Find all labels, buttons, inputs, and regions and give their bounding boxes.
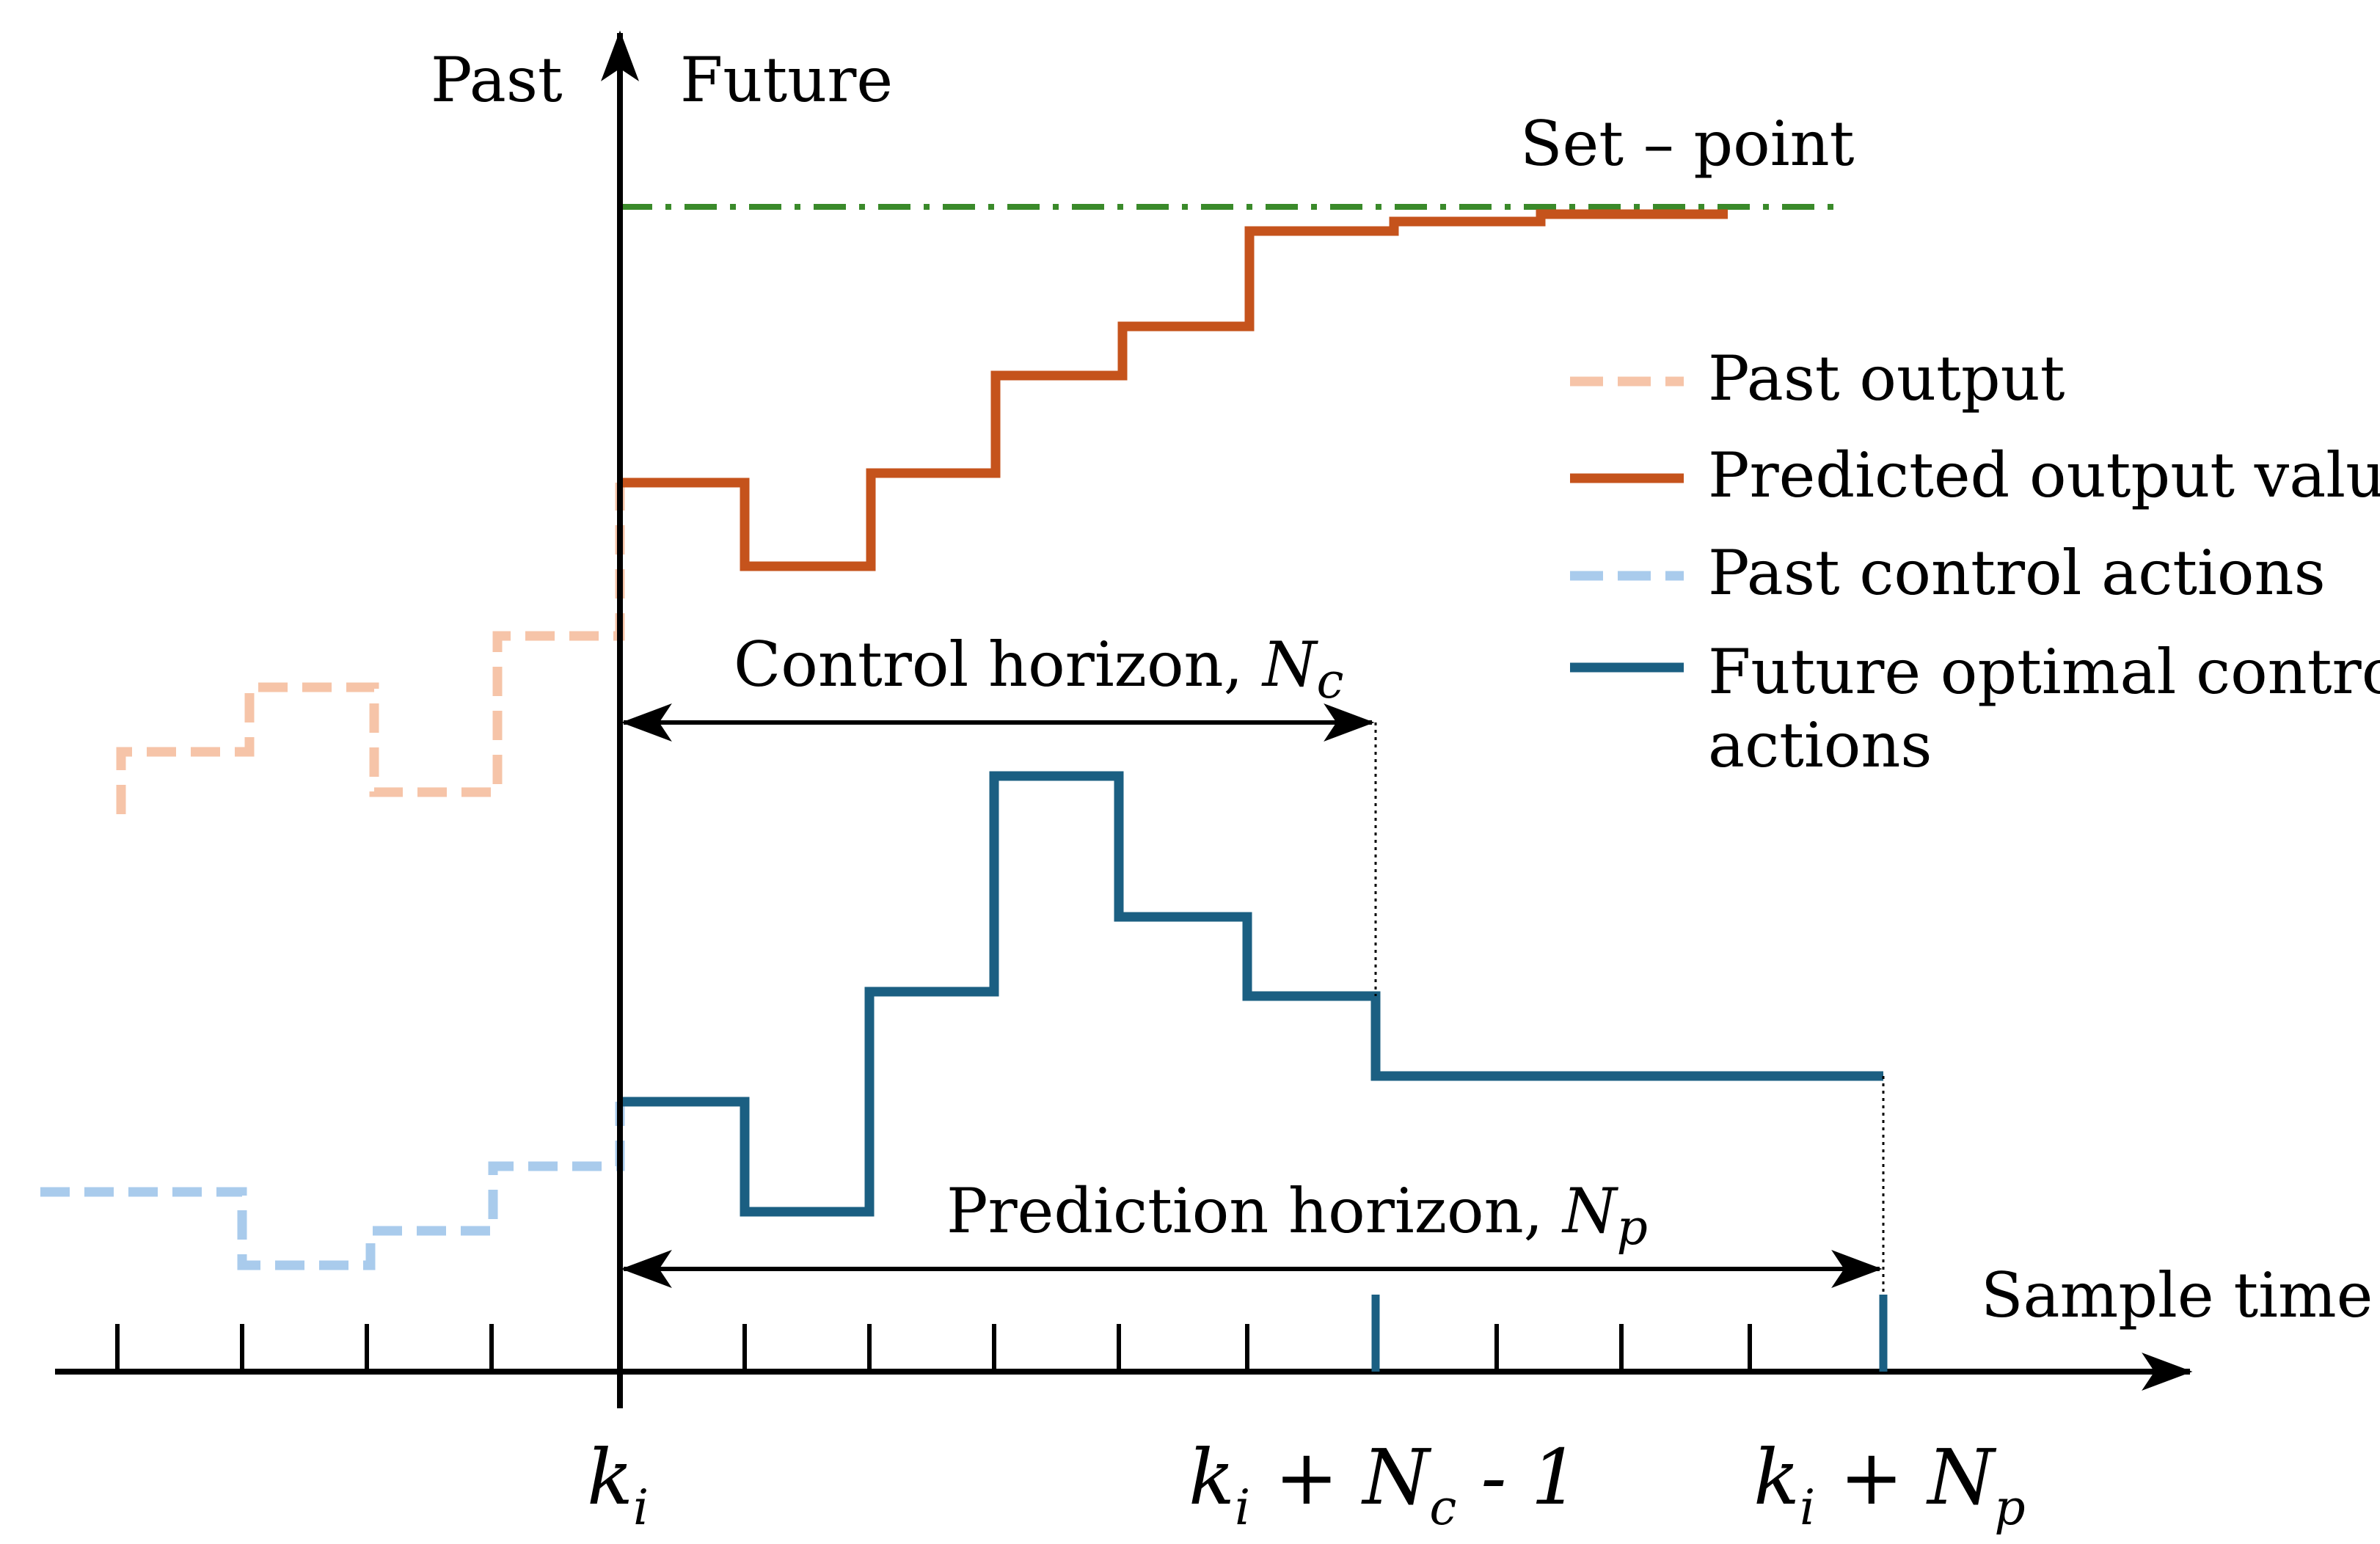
prediction-horizon-text: Prediction horizon, [946, 1175, 1563, 1247]
tick-np-sub2: p [1994, 1479, 2025, 1536]
control-horizon-sub: c [1317, 653, 1344, 709]
tick-nc-sub: i [1235, 1479, 1250, 1536]
past-label: Past [431, 44, 563, 116]
legend-label-future-control: Future optimal control [1708, 636, 2380, 708]
tick-nc-var: k [1189, 1433, 1235, 1522]
tick-ki-sub: i [633, 1479, 649, 1536]
tick-label-nc: ki + Nc - 1 [1189, 1433, 1580, 1536]
prediction-horizon-sub: p [1617, 1199, 1648, 1256]
tick-nc-tail: - 1 [1456, 1433, 1579, 1522]
control-horizon-var: N [1261, 629, 1318, 700]
tick-label-np: ki + Np [1753, 1433, 2026, 1536]
tick-np-var2: N [1925, 1433, 1996, 1522]
sample-time-text: Sample time [1981, 1259, 2380, 1331]
tick-np-var: k [1753, 1433, 1800, 1522]
legend-label-past-control: Past control actions [1708, 537, 2326, 609]
tick-nc-sub2: c [1429, 1479, 1456, 1536]
tick-nc-var2: N [1360, 1433, 1431, 1522]
prediction-horizon-var: N [1561, 1175, 1618, 1247]
setpoint-label: Set – point [1520, 108, 1855, 180]
future-label: Future [680, 44, 893, 116]
legend-label-past-output: Past output [1708, 343, 2065, 414]
future-control-line [620, 771, 1883, 1217]
legend-label-predicted-output: Predicted output values [1708, 439, 2380, 511]
tick-np-sub: i [1800, 1479, 1815, 1536]
legend: Past output Predicted output values Past… [1570, 343, 2380, 781]
sample-time-label: Sample time k [1981, 1259, 2380, 1331]
legend-label-future-control-line2: actions [1708, 709, 1932, 781]
tick-nc-mid: + [1250, 1433, 1362, 1522]
tick-label-ki: ki [587, 1433, 649, 1536]
predicted-output-line [620, 209, 1728, 571]
prediction-horizon-label: Prediction horizon, Np [946, 1175, 1648, 1256]
control-horizon-text: Control horizon, [734, 629, 1263, 700]
past-control-line [40, 1102, 625, 1270]
tick-ki-var: k [587, 1433, 633, 1522]
control-horizon-label: Control horizon, Nc [734, 629, 1343, 709]
past-output-line [116, 483, 625, 814]
tick-np-mid: + [1815, 1433, 1927, 1522]
axis-ticks [115, 1324, 1752, 1372]
